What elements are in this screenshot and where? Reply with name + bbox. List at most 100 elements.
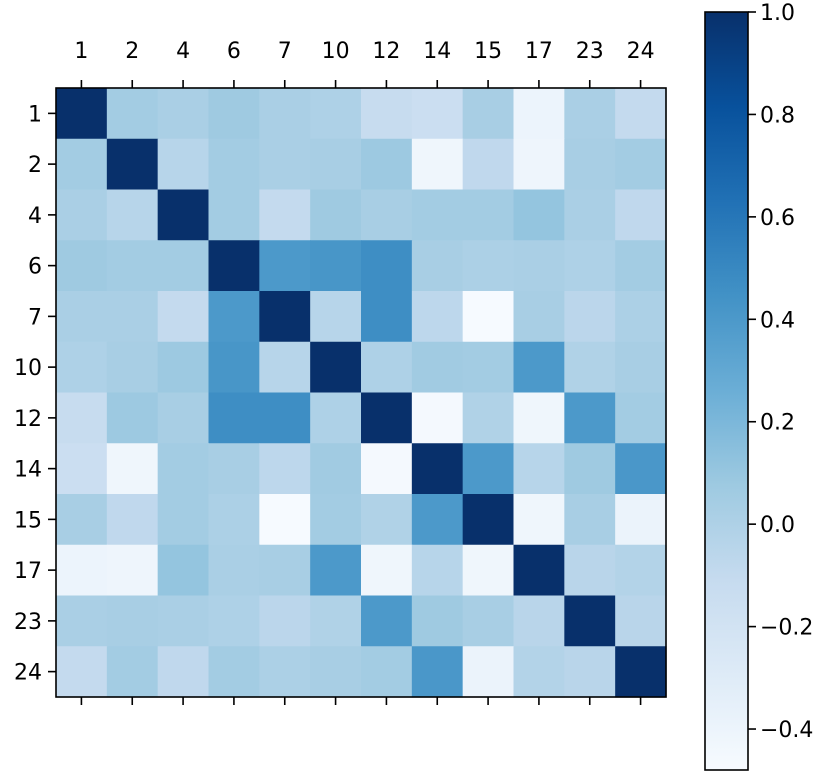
heatmap-cell-15-4 bbox=[157, 494, 210, 546]
heatmap-cell-24-4 bbox=[157, 646, 210, 698]
heatmap-cell-6-12 bbox=[361, 240, 413, 292]
heatmap-cell-12-23 bbox=[564, 392, 616, 444]
colorbar-ticks: 1.0 0.8 0.6 0.4 0.2 0.0 −0.2 −0.4 bbox=[748, 1, 813, 743]
colorbar-tick-label: 0.0 bbox=[760, 513, 795, 538]
heatmap-cell-12-24 bbox=[615, 392, 667, 444]
heatmap-cell-1-7 bbox=[259, 88, 311, 140]
heatmap-cell-10-7 bbox=[259, 341, 311, 394]
heatmap-cell-24-2 bbox=[106, 646, 159, 698]
heatmap-cell-2-24 bbox=[615, 138, 667, 191]
heatmap-cell-7-7 bbox=[259, 291, 311, 343]
heatmap-cell-12-15 bbox=[462, 392, 515, 444]
colorbar-gradient bbox=[704, 11, 749, 771]
heatmap-cell-12-7 bbox=[259, 392, 311, 444]
heatmap-cell-24-6 bbox=[208, 646, 260, 698]
x-tick-label: 14 bbox=[423, 39, 451, 64]
heatmap-cell-23-1 bbox=[56, 595, 108, 647]
heatmap-cell-12-17 bbox=[513, 392, 565, 444]
heatmap-cell-4-4 bbox=[157, 189, 210, 241]
heatmap-cell-12-14 bbox=[411, 392, 464, 444]
heatmap-cell-17-1 bbox=[56, 544, 108, 597]
heatmap-cell-23-15 bbox=[462, 595, 515, 647]
colorbar-tick-label: 0.8 bbox=[760, 103, 795, 128]
heatmap-cell-7-4 bbox=[157, 291, 210, 343]
heatmap-cell-17-15 bbox=[462, 544, 515, 597]
x-tick-label: 15 bbox=[474, 39, 502, 64]
heatmap-cell-23-23 bbox=[564, 595, 616, 647]
heatmap-cell-4-6 bbox=[208, 189, 260, 241]
heatmap-cell-1-23 bbox=[564, 88, 616, 140]
heatmap-cell-4-24 bbox=[615, 189, 667, 241]
heatmap-cell-10-6 bbox=[208, 341, 260, 394]
heatmap-cell-2-7 bbox=[259, 138, 311, 191]
y-tick-label: 15 bbox=[14, 508, 42, 533]
heatmap-cell-7-1 bbox=[56, 291, 108, 343]
heatmap-cells bbox=[56, 88, 667, 698]
heatmap-cell-7-10 bbox=[310, 291, 362, 343]
heatmap-cell-24-15 bbox=[462, 646, 515, 698]
heatmap-cell-6-14 bbox=[411, 240, 464, 292]
colorbar: 1.0 0.8 0.6 0.4 0.2 0.0 −0.2 −0.4 bbox=[704, 1, 813, 771]
heatmap-cell-2-23 bbox=[564, 138, 616, 191]
y-tick-label: 23 bbox=[14, 610, 42, 635]
x-tick-label: 17 bbox=[525, 39, 553, 64]
heatmap-cell-2-17 bbox=[513, 138, 565, 191]
heatmap-cell-10-4 bbox=[157, 341, 210, 394]
heatmap-cell-17-17 bbox=[513, 544, 565, 597]
heatmap-cell-6-10 bbox=[310, 240, 362, 292]
heatmap-cell-2-15 bbox=[462, 138, 515, 191]
colorbar-tick-label: 0.2 bbox=[760, 411, 795, 436]
heatmap-cell-7-2 bbox=[106, 291, 159, 343]
heatmap-cell-24-24 bbox=[615, 646, 667, 698]
heatmap-cell-24-10 bbox=[310, 646, 362, 698]
y-tick-label: 1 bbox=[28, 102, 42, 127]
y-tick-label: 17 bbox=[14, 559, 42, 584]
heatmap-cell-7-17 bbox=[513, 291, 565, 343]
heatmap-cell-10-24 bbox=[615, 341, 667, 394]
colorbar-tick-label: −0.2 bbox=[760, 616, 813, 641]
heatmap-cell-6-23 bbox=[564, 240, 616, 292]
heatmap-cell-14-12 bbox=[361, 443, 413, 495]
heatmap-cell-12-12 bbox=[361, 392, 413, 444]
heatmap-cell-4-1 bbox=[56, 189, 108, 241]
heatmap-cell-12-10 bbox=[310, 392, 362, 444]
heatmap-cell-10-15 bbox=[462, 341, 515, 394]
heatmap-cell-4-12 bbox=[361, 189, 413, 241]
heatmap-cell-1-1 bbox=[56, 88, 108, 140]
heatmap-cell-10-1 bbox=[56, 341, 108, 394]
heatmap-cell-1-15 bbox=[462, 88, 515, 140]
y-tick-label: 4 bbox=[28, 204, 42, 229]
y-tick-label: 24 bbox=[14, 661, 42, 686]
colorbar-tick-label: −0.4 bbox=[760, 718, 813, 743]
heatmap-cell-23-24 bbox=[615, 595, 667, 647]
heatmap-cell-15-17 bbox=[513, 494, 565, 546]
heatmap-cell-15-10 bbox=[310, 494, 362, 546]
heatmap-cell-14-1 bbox=[56, 443, 108, 495]
heatmap-cell-24-23 bbox=[564, 646, 616, 698]
y-tick-label: 2 bbox=[28, 153, 42, 178]
heatmap-cell-17-4 bbox=[157, 544, 210, 597]
heatmap-cell-14-15 bbox=[462, 443, 515, 495]
plot-frame bbox=[55, 87, 667, 698]
heatmap-cell-23-14 bbox=[411, 595, 464, 647]
heatmap-cell-17-24 bbox=[615, 544, 667, 597]
heatmap-cell-14-14 bbox=[411, 443, 464, 495]
heatmap-cell-15-23 bbox=[564, 494, 616, 546]
heatmap-cell-7-24 bbox=[615, 291, 667, 343]
heatmap-cell-7-12 bbox=[361, 291, 413, 343]
heatmap-cell-2-1 bbox=[56, 138, 108, 191]
heatmap-cell-10-17 bbox=[513, 341, 565, 394]
heatmap-cell-1-24 bbox=[615, 88, 667, 140]
heatmap-cell-17-12 bbox=[361, 544, 413, 597]
heatmap-cell-24-12 bbox=[361, 646, 413, 698]
y-tick-label: 14 bbox=[14, 458, 42, 483]
heatmap-cell-15-7 bbox=[259, 494, 311, 546]
heatmap-cell-17-2 bbox=[106, 544, 159, 597]
heatmap-cell-4-17 bbox=[513, 189, 565, 241]
heatmap-cell-23-7 bbox=[259, 595, 311, 647]
heatmap-cell-1-14 bbox=[411, 88, 464, 140]
heatmap-cell-10-12 bbox=[361, 341, 413, 394]
heatmap-cell-14-23 bbox=[564, 443, 616, 495]
heatmap-cell-23-6 bbox=[208, 595, 260, 647]
